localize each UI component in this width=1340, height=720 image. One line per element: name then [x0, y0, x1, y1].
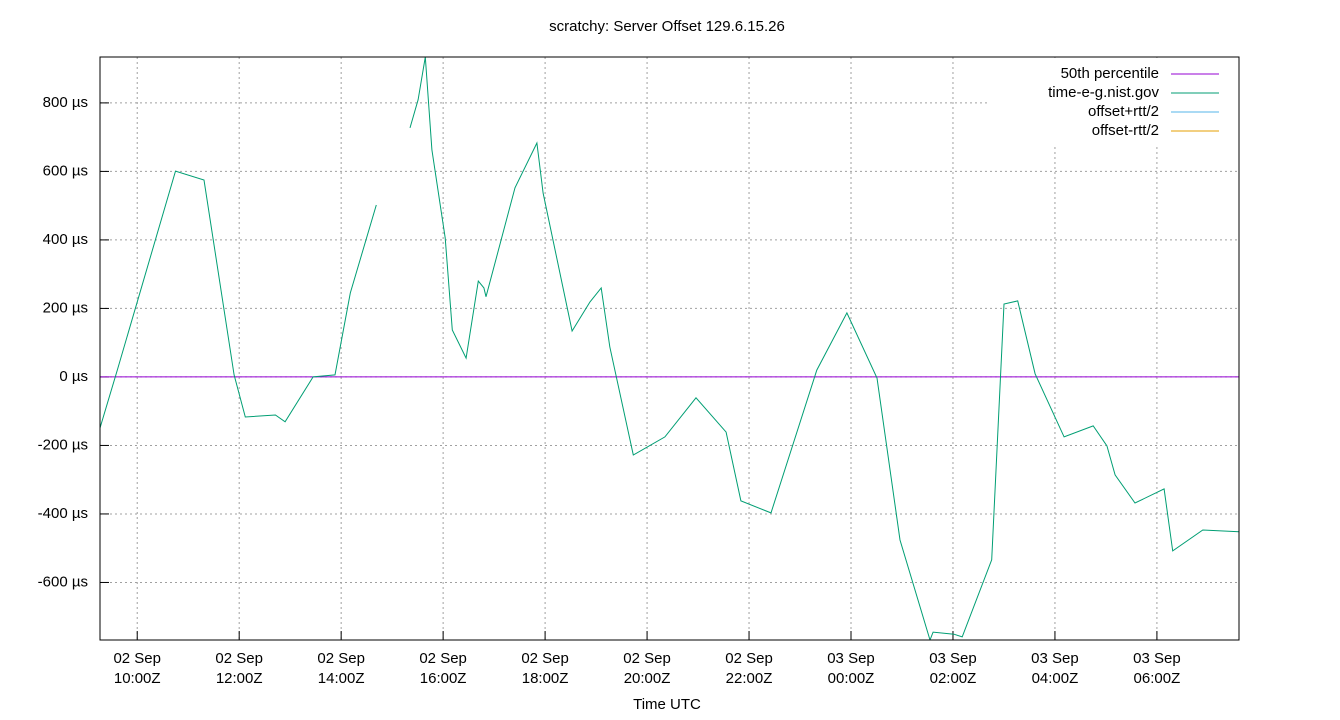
y-tick-label: 400 µs — [43, 231, 88, 248]
x-tick-label: 03 Sep 04:00Z — [1031, 650, 1079, 687]
legend-label: time-e-g.nist.gov — [1048, 84, 1159, 101]
x-tick-label: 02 Sep 20:00Z — [623, 650, 671, 687]
plot-border — [99, 56, 1240, 641]
legend-label: offset+rtt/2 — [1088, 103, 1159, 120]
plot-area — [100, 57, 1239, 640]
x-tick-label: 03 Sep 06:00Z — [1133, 650, 1181, 687]
y-tick-label: 600 µs — [43, 162, 88, 179]
x-tick-label: 02 Sep 14:00Z — [317, 650, 365, 687]
x-tick-label: 03 Sep 00:00Z — [827, 650, 875, 687]
x-tick-label: 02 Sep 22:00Z — [725, 650, 773, 687]
x-tick-label: 02 Sep 16:00Z — [419, 650, 467, 687]
chart-title: scratchy: Server Offset 129.6.15.26 — [549, 18, 785, 35]
series-line — [100, 57, 1239, 640]
x-tick-label: 03 Sep 02:00Z — [929, 650, 977, 687]
y-tick-label: 0 µs — [59, 368, 88, 385]
y-tick-label: 800 µs — [43, 94, 88, 111]
y-tick-label: -200 µs — [38, 436, 88, 453]
y-tick-label: 200 µs — [43, 299, 88, 316]
y-tick-label: -600 µs — [38, 573, 88, 590]
x-tick-label: 02 Sep 10:00Z — [113, 650, 161, 687]
x-axis-label: Time UTC — [633, 696, 701, 713]
legend-box — [989, 58, 1237, 144]
y-tick-label: -400 µs — [38, 505, 88, 522]
legend-label: 50th percentile — [1061, 65, 1159, 82]
x-tick-label: 02 Sep 18:00Z — [521, 650, 569, 687]
legend-label: offset-rtt/2 — [1092, 122, 1159, 139]
x-tick-label: 02 Sep 12:00Z — [215, 650, 263, 687]
